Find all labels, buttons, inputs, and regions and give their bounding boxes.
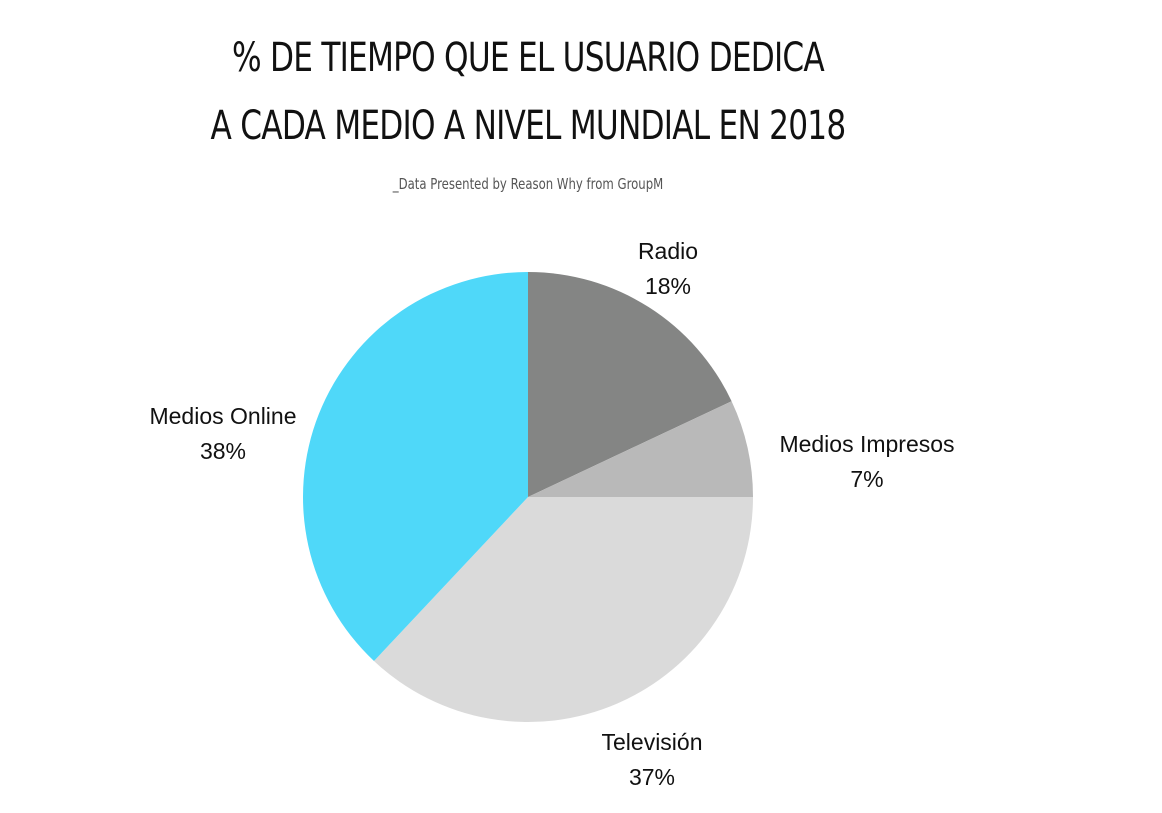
slice-value-1: 7% — [850, 466, 883, 492]
pie-slice-medios-impresos — [528, 401, 753, 497]
pie-slice-radio — [528, 272, 732, 497]
slice-value-3: 38% — [200, 438, 246, 464]
chart-subtitle: _Data Presented by Reason Why from Group… — [392, 175, 664, 193]
chart-title-line-2: A CADA MEDIO A NIVEL MUNDIAL EN 2018 — [210, 103, 847, 149]
slice-value-0: 18% — [645, 273, 691, 299]
slice-label-1: Medios Impresos — [779, 431, 954, 457]
chart-title-line-1: % DE TIEMPO QUE EL USUARIO DEDICA — [232, 35, 825, 81]
slice-label-0: Radio — [638, 238, 698, 264]
slice-label-3: Medios Online — [149, 403, 296, 429]
pie-slices — [302, 272, 753, 722]
slice-label-2: Televisión — [602, 729, 703, 755]
slice-value-2: 37% — [629, 764, 675, 790]
pie-slice-televisión — [373, 497, 753, 722]
pie-slice-medios-online — [302, 272, 528, 662]
pie-labels: Radio 18% Medios Impresos 7% Televisión 37% Me… — [149, 238, 954, 790]
